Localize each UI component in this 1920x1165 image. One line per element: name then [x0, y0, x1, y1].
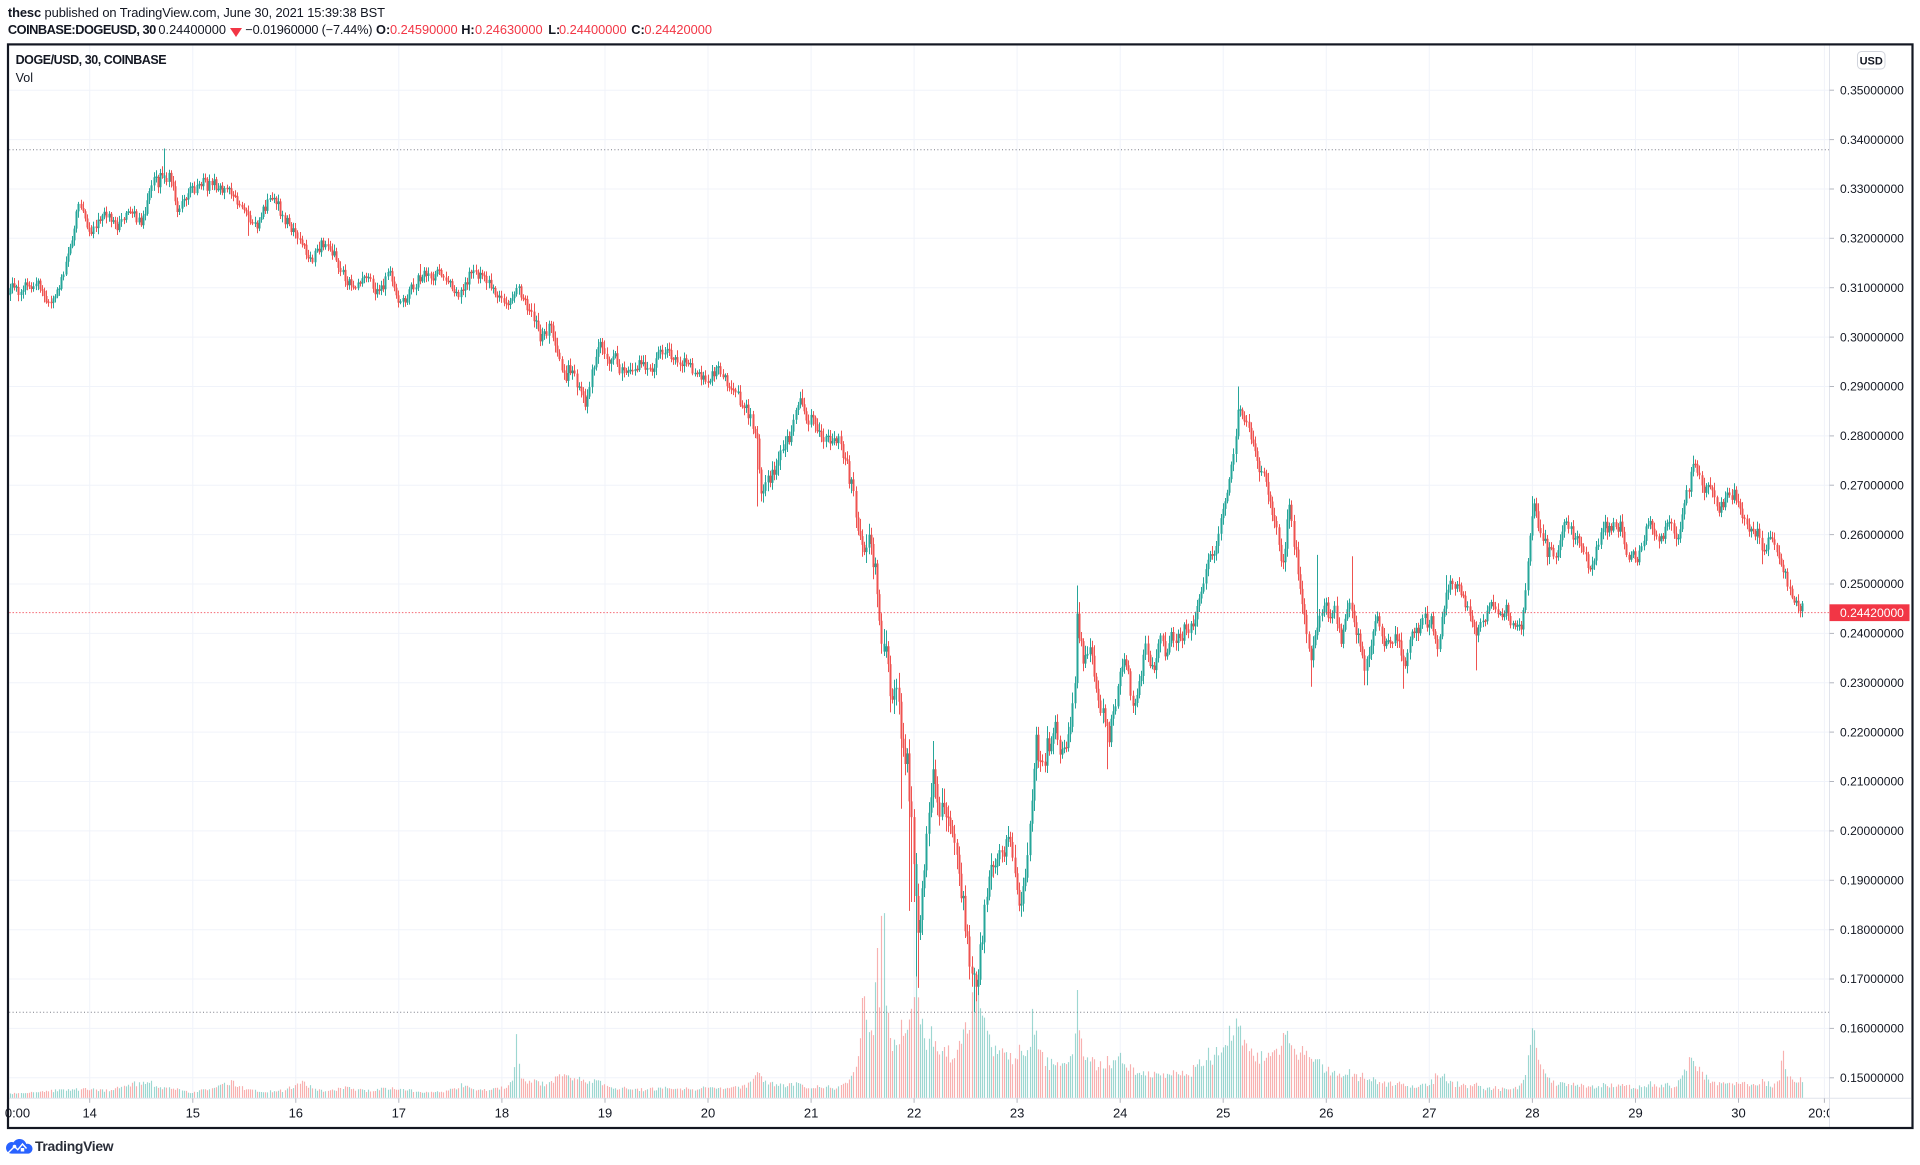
svg-text:0.27000000: 0.27000000 [1840, 478, 1904, 492]
svg-text:16: 16 [289, 1106, 303, 1121]
svg-text:0.26000000: 0.26000000 [1840, 528, 1904, 542]
svg-text:26: 26 [1319, 1106, 1333, 1121]
svg-text:20:00: 20:00 [1808, 1106, 1841, 1121]
svg-text:0.29000000: 0.29000000 [1840, 380, 1904, 394]
svg-text:0:00: 0:00 [5, 1106, 30, 1121]
svg-text:0.17000000: 0.17000000 [1840, 972, 1904, 986]
svg-text:24: 24 [1113, 1106, 1127, 1121]
svg-text:0.35000000: 0.35000000 [1840, 83, 1904, 97]
svg-text:0.28000000: 0.28000000 [1840, 429, 1904, 443]
svg-text:22: 22 [907, 1106, 921, 1121]
svg-text:25: 25 [1216, 1106, 1230, 1121]
svg-text:0.15000000: 0.15000000 [1840, 1071, 1904, 1085]
svg-text:0.32000000: 0.32000000 [1840, 232, 1904, 246]
svg-text:29: 29 [1628, 1106, 1642, 1121]
svg-text:27: 27 [1422, 1106, 1436, 1121]
svg-text:19: 19 [598, 1106, 612, 1121]
svg-text:20: 20 [701, 1106, 715, 1121]
svg-text:14: 14 [82, 1106, 96, 1121]
svg-text:0.23000000: 0.23000000 [1840, 676, 1904, 690]
svg-text:17: 17 [392, 1106, 406, 1121]
svg-text:0.18000000: 0.18000000 [1840, 923, 1904, 937]
svg-text:18: 18 [495, 1106, 509, 1121]
svg-text:0.22000000: 0.22000000 [1840, 725, 1904, 739]
svg-text:0.33000000: 0.33000000 [1840, 182, 1904, 196]
svg-text:0.24000000: 0.24000000 [1840, 627, 1904, 641]
svg-text:23: 23 [1010, 1106, 1024, 1121]
svg-text:0.16000000: 0.16000000 [1840, 1022, 1904, 1036]
svg-text:30: 30 [1731, 1106, 1745, 1121]
svg-text:0.30000000: 0.30000000 [1840, 330, 1904, 344]
svg-text:28: 28 [1525, 1106, 1539, 1121]
svg-text:0.19000000: 0.19000000 [1840, 874, 1904, 888]
svg-text:0.25000000: 0.25000000 [1840, 577, 1904, 591]
svg-text:0.31000000: 0.31000000 [1840, 281, 1904, 295]
svg-text:USD: USD [1860, 56, 1883, 68]
svg-text:0.20000000: 0.20000000 [1840, 824, 1904, 838]
svg-text:0.21000000: 0.21000000 [1840, 775, 1904, 789]
svg-text:21: 21 [804, 1106, 818, 1121]
svg-text:0.34000000: 0.34000000 [1840, 133, 1904, 147]
svg-text:15: 15 [186, 1106, 200, 1121]
svg-text:0.24420000: 0.24420000 [1840, 606, 1904, 620]
